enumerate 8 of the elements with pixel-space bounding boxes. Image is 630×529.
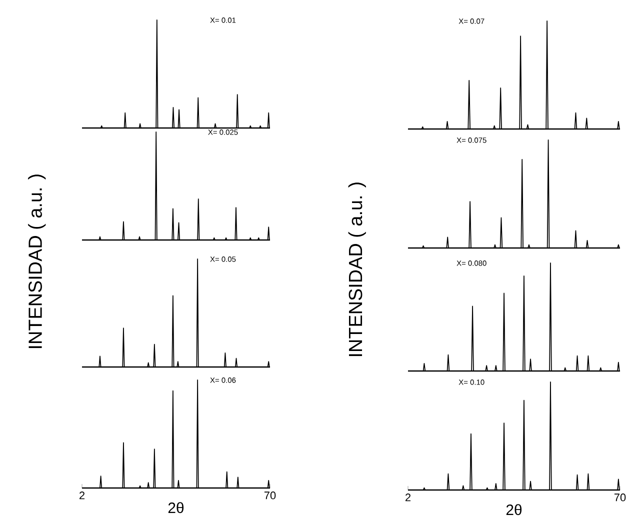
x-tick-label: 70 (264, 492, 276, 500)
x-tick-label: 2 (406, 494, 411, 502)
x-tick-label: 70 (614, 494, 626, 502)
x-tick-label: 2 (80, 492, 84, 500)
y-axis-title: INTENSIDAD ( a.u. ) (348, 182, 366, 356)
x-axis-title: 2θ (506, 504, 522, 516)
x-axis-title: 2θ (168, 502, 184, 514)
y-axis-title: INTENSIDAD ( a.u. ) (28, 174, 46, 348)
